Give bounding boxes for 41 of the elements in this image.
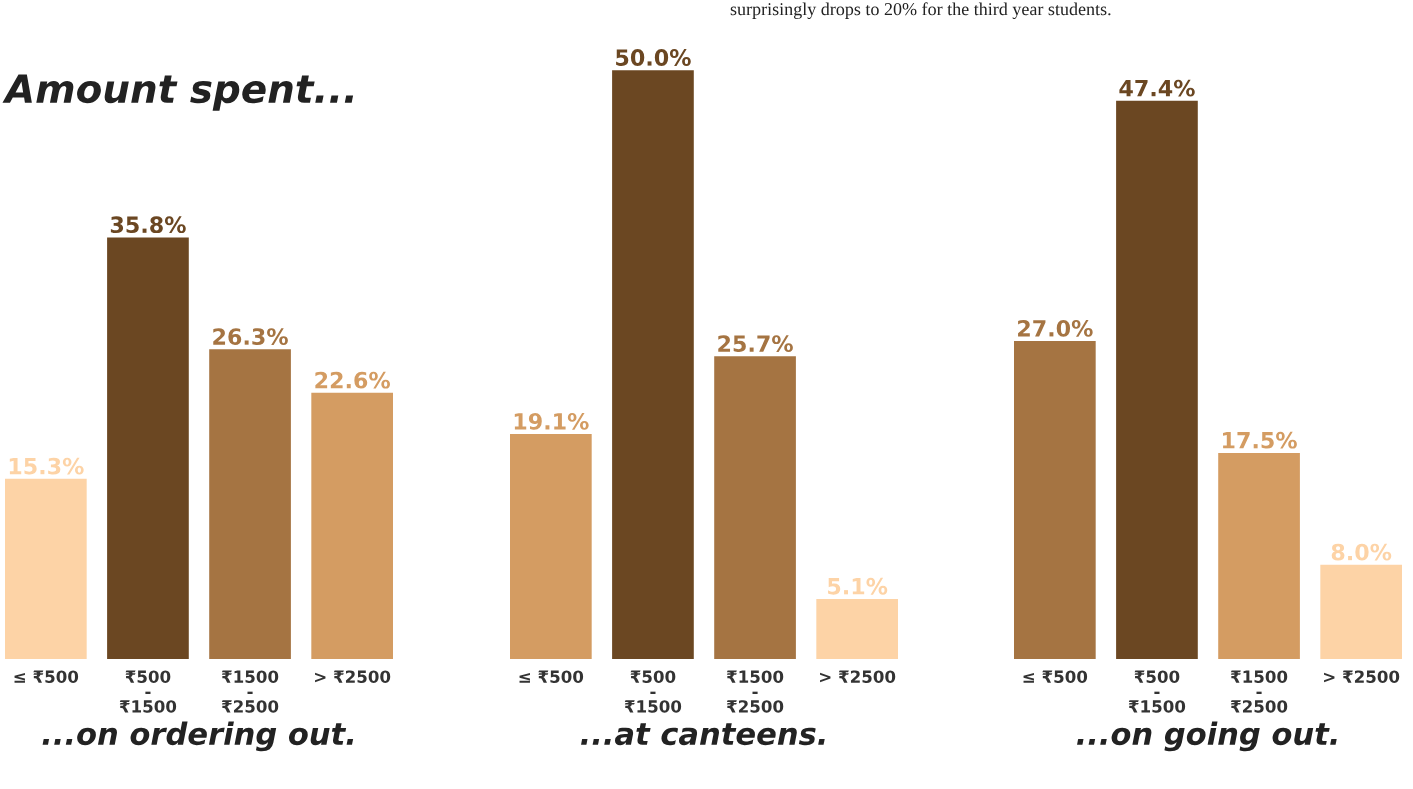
bar [510, 434, 592, 659]
data-label: 26.3% [213, 328, 288, 345]
x-tick-label: ≤ ₹500 [14, 670, 79, 684]
bar [1116, 100, 1198, 659]
x-tick-label: > ₹2500 [1324, 670, 1400, 684]
x-axis-title: ...on ordering out. [42, 721, 354, 752]
bar [612, 70, 694, 659]
data-label: 19.1% [514, 412, 589, 430]
data-label: 47.4% [1119, 79, 1195, 97]
data-label: 17.5% [1223, 431, 1297, 449]
data-label: 5.1% [828, 577, 888, 595]
x-axis-title: ...on going out. [1077, 721, 1337, 752]
data-label: 22.6% [315, 371, 390, 389]
x-tick-label: ₹1500 - ₹2500 [726, 670, 784, 713]
x-tick-label: ₹1500 - ₹2500 [221, 670, 279, 713]
text: surprisingly drops to 20% for the third year students. [730, 2, 1111, 19]
x-tick-label: ≤ ₹500 [1023, 670, 1088, 684]
x-tick-label: ₹500 - ₹1500 [1128, 670, 1186, 713]
x-axis-title: ...at canteens. [581, 723, 825, 746]
data-label: 35.8% [110, 216, 186, 234]
data-label: 25.7% [718, 335, 793, 353]
x-tick-label: ₹500 - ₹1500 [119, 670, 177, 713]
x-tick-label: > ₹2500 [315, 670, 391, 684]
bar [1218, 452, 1300, 659]
bar [1014, 341, 1096, 659]
data-label: 15.3% [9, 457, 84, 475]
x-tick-label: > ₹2500 [820, 670, 896, 684]
bar [209, 349, 291, 659]
x-tick-label: ₹500 - ₹1500 [624, 670, 682, 713]
bar [714, 356, 796, 659]
bar [311, 392, 393, 659]
bar [1320, 564, 1402, 659]
data-label: 50.0% [616, 49, 691, 66]
bar [107, 237, 189, 659]
data-label: 8.0% [1331, 543, 1392, 561]
x-tick-label: ≤ ₹500 [519, 670, 584, 684]
chart-title: Amount spent... [2, 74, 354, 111]
x-tick-label: ₹1500 - ₹2500 [1230, 670, 1288, 713]
bar [5, 478, 87, 659]
data-label: 27.0% [1018, 319, 1093, 337]
bar [816, 598, 898, 659]
